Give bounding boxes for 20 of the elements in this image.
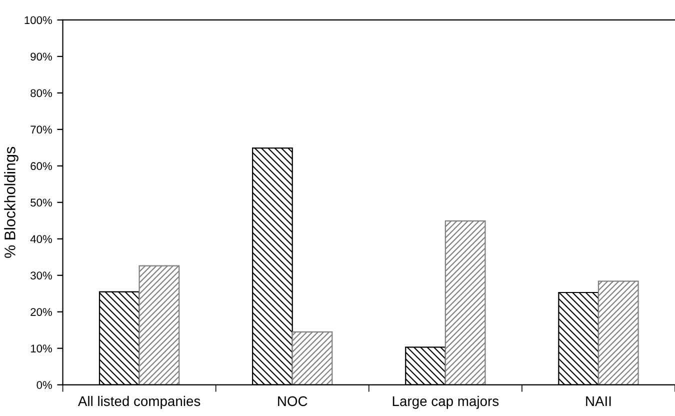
y-tick-label: 0% [36,381,52,389]
y-tick-label: 70% [30,126,52,134]
y-tick-label: 90% [30,52,52,61]
y-tick-label: 60% [30,162,52,170]
y-tick-label: 50% [30,198,52,207]
y-axis-title: % Blockholdings [4,146,18,258]
bar [292,331,333,385]
bar [444,220,486,385]
y-tick-label: 20% [30,308,52,316]
y-tick-label: 80% [30,89,52,98]
bar [138,265,180,385]
x-tick-label: NOC [278,396,308,406]
x-tick-label: All listed companies [78,396,200,409]
y-tick-label: 10% [30,344,52,352]
x-tick-label: NAII [586,396,611,406]
y-tick-label: 40% [30,235,52,244]
y-tick-label: 100% [24,16,52,24]
x-tick-label: Large cap majors [392,396,499,409]
y-tick-label: 30% [30,272,52,280]
bar [598,280,639,385]
